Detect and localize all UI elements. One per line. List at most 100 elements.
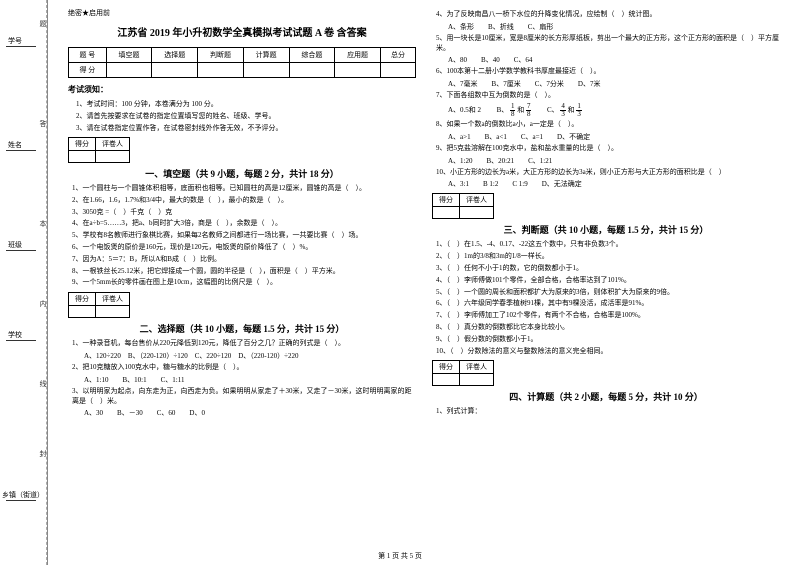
cell	[152, 63, 198, 78]
opt-a: A、0.5和 2	[448, 106, 481, 114]
and: 和	[517, 106, 526, 114]
grader-table: 得分评卷人	[68, 292, 130, 318]
grader-table: 得分评卷人	[432, 193, 494, 219]
question: 1、（ ）在1.5、-4、0.17、-22这五个数中，只有非负数3个。	[436, 240, 780, 250]
question: 6、一个电饭煲的原价是160元，现价是120元，电饭煲的原价降低了（ ）%。	[72, 243, 416, 253]
margin-label-1: 学号	[8, 36, 22, 46]
cell: 得分	[69, 293, 96, 306]
cell: 总分	[380, 48, 415, 63]
question: 1、一种录音机，每台售价从220元降低到120元，降低了百分之几？正确的列式是（…	[72, 339, 416, 349]
question: 10、（ ）分数除法的意义与整数除法的意义完全相同。	[436, 347, 780, 357]
question: 6、100本第十二册小学数学教科书厚度最接近（ ）。	[436, 67, 780, 77]
options: A、1:20 B、20:21 C、1:21	[448, 156, 780, 166]
question: 5、学校有8名教师进行象棋比赛，如果每2名教师之间都进行一场比赛，一共要比赛（ …	[72, 231, 416, 241]
cell: 应用题	[335, 48, 381, 63]
options-fractions: A、0.5和 2 B、 18 和 78 C、 43 和 13	[448, 103, 780, 118]
cell: 得分	[433, 361, 460, 374]
cell: 填空题	[106, 48, 152, 63]
binding-margin: 学号 姓名 班级 学校 乡镇（街道） 题 答 本 内 线 封	[0, 0, 48, 565]
question: 2、在1.66，1.6，1.7%和3/4中，最大的数是（ ），最小的数是（ ）。	[72, 196, 416, 206]
cell	[96, 306, 130, 318]
secret-label: 绝密★启用前	[68, 8, 416, 18]
options: A、a>1 B、a<1 C、a=1 D、不确定	[448, 132, 780, 142]
margin-line	[6, 340, 36, 341]
cell	[96, 151, 130, 163]
cell: 评卷人	[460, 361, 494, 374]
question: 8、如果一个数a的倒数比a小，a一定是（ ）。	[436, 120, 780, 130]
question: 5、（ ）一个圆的周长和面积都扩大为原来的3倍，则体积扩大为原来的9倍。	[436, 288, 780, 298]
question: 1、一个圆柱与一个圆锥体积相等，底面积也相等。已知圆柱的高是12厘米，圆锥的高是…	[72, 184, 416, 194]
question: 3、（ ）任何不小于1的数，它的倒数都小于1。	[436, 264, 780, 274]
cell: 评卷人	[460, 194, 494, 207]
cell: 得分	[433, 194, 460, 207]
cell: 得分	[69, 138, 96, 151]
cell: 判断题	[198, 48, 244, 63]
notice-head: 考试须知：	[68, 84, 416, 95]
grader-table: 得分评卷人	[68, 137, 130, 163]
table-row: 得 分	[69, 63, 416, 78]
fraction: 78	[526, 103, 532, 118]
cell	[289, 63, 335, 78]
exam-title: 江苏省 2019 年小升初数学全真模拟考试试题 A 卷 含答案	[68, 24, 416, 39]
question: 2、（ ）1m的3/8和3m的1/8一样长。	[436, 252, 780, 262]
margin-label-5: 乡镇（街道）	[2, 490, 44, 500]
margin-line	[6, 46, 36, 47]
opt-c-label: C、	[547, 106, 559, 114]
cell: 评卷人	[96, 293, 130, 306]
fraction: 18	[510, 103, 516, 118]
question: 4、（ ）李师傅做101个零件，全部合格，合格率达到了101%。	[436, 276, 780, 286]
question: 7、下面各组数中互为倒数的是（ ）。	[436, 91, 780, 101]
margin-line	[6, 150, 36, 151]
notice-item: 3、请在试卷指定位置作答，在试卷密封线外作答无效，不予评分。	[76, 123, 416, 133]
and: 和	[568, 106, 577, 114]
cell: 得 分	[69, 63, 107, 78]
table-row: 题 号 填空题 选择题 判断题 计算题 综合题 应用题 总分	[69, 48, 416, 63]
options: A、80 B、40 C、64	[448, 55, 780, 65]
question: 3、以明明家为起点，向东走为正，向西走为负。如果明明从家走了＋30米，又走了－3…	[72, 387, 416, 407]
question: 9、（ ）假分数的倒数都小于1。	[436, 335, 780, 345]
question: 7、因为A：5＝7：B，所以A和B成（ ）比例。	[72, 255, 416, 265]
section-4-title: 四、计算题（共 2 小题，每题 5 分，共计 10 分）	[432, 390, 780, 403]
seal-dash-line	[46, 0, 47, 565]
question: 8、（ ）真分数的倒数都比它本身比较小。	[436, 323, 780, 333]
margin-label-2: 姓名	[8, 140, 22, 150]
cell	[460, 207, 494, 219]
cell: 计算题	[243, 48, 289, 63]
margin-label-4: 学校	[8, 330, 22, 340]
cell	[69, 306, 96, 318]
right-column: 4、为了反映南昌八一桥下水位的升降变化情况，应绘制（ ）统计图。 A、条形 B、…	[424, 8, 788, 557]
opt-b-label: B、	[497, 106, 509, 114]
cell	[380, 63, 415, 78]
score-summary-table: 题 号 填空题 选择题 判断题 计算题 综合题 应用题 总分 得 分	[68, 47, 416, 78]
cell	[106, 63, 152, 78]
margin-label-3: 班级	[8, 240, 22, 250]
question: 9、一个5mm长的零件画在图上是10cm，这幅图的比例尺是（ ）。	[72, 278, 416, 288]
page-footer: 第 1 页 共 5 页	[0, 551, 800, 561]
options: A、7毫米 B、7厘米 C、7分米 D、7米	[448, 79, 780, 89]
notice-item: 1、考试时间：100 分钟，本卷满分为 100 分。	[76, 99, 416, 109]
cell	[243, 63, 289, 78]
margin-line	[6, 250, 36, 251]
cell: 评卷人	[96, 138, 130, 151]
options: A、1:10 B、10:1 C、1:11	[84, 375, 416, 385]
question: 3、3050克 =（ ）千克（ ）克	[72, 208, 416, 218]
cell: 综合题	[289, 48, 335, 63]
cell: 选择题	[152, 48, 198, 63]
options: A、30 B、－30 C、60 D、0	[84, 408, 416, 418]
question: 1、列式计算：	[436, 407, 780, 417]
section-2-title: 二、选择题（共 10 小题，每题 1.5 分，共计 15 分）	[68, 322, 416, 335]
cell	[335, 63, 381, 78]
fraction: 13	[576, 103, 582, 118]
cell	[69, 151, 96, 163]
cell	[460, 374, 494, 386]
section-1-title: 一、填空题（共 9 小题，每题 2 分，共计 18 分）	[68, 167, 416, 180]
exam-page: 学号 姓名 班级 学校 乡镇（街道） 题 答 本 内 线 封 绝密★启用前 江苏…	[0, 0, 800, 565]
question: 9、把5克盐溶解在100克水中，盐和盐水重量的比是（ ）。	[436, 144, 780, 154]
question: 10、小正方形的边长为a米，大正方形的边长为3a米，则小正方形与大正方形的面积比…	[436, 168, 780, 178]
question: 4、在a÷b=5……3，把a、b同时扩大3倍，商是（ ），余数是（ ）。	[72, 219, 416, 229]
question: 5、用一块长是10厘米，宽是8厘米的长方形厚纸板，剪出一个最大的正方形，这个正方…	[436, 34, 780, 54]
grader-table: 得分评卷人	[432, 360, 494, 386]
options: A、3:1 B 1:2 C 1:9 D、无法确定	[448, 179, 780, 189]
left-column: 绝密★启用前 江苏省 2019 年小升初数学全真模拟考试试题 A 卷 含答案 题…	[60, 8, 424, 557]
options: A、条形 B、折线 C、扇形	[448, 22, 780, 32]
